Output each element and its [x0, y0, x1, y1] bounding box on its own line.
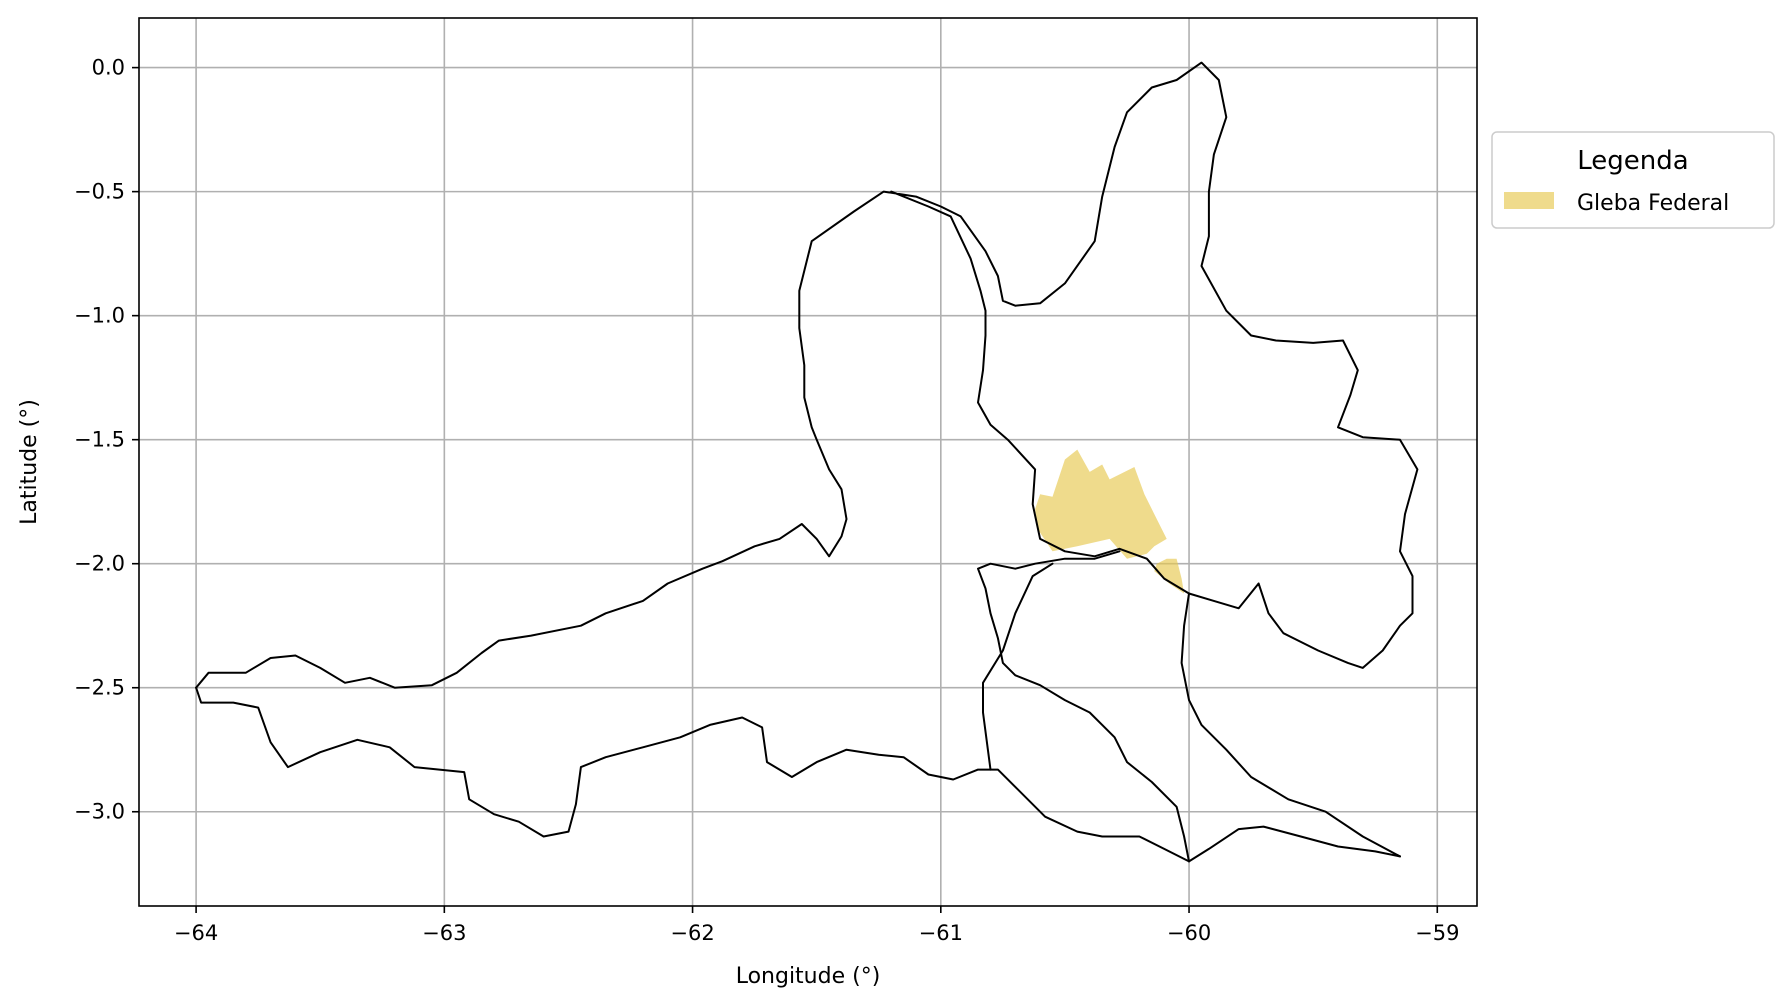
legend-box: [1491, 131, 1775, 229]
y-tick-label: −2.5: [74, 676, 125, 700]
grid-lines: [139, 18, 1477, 906]
legend-swatch-gleba-federal: [1504, 192, 1554, 209]
map-layers: [195, 61, 1419, 863]
municipal-boundary: [195, 686, 1401, 863]
x-axis-label: Longitude (°): [736, 964, 881, 989]
legend: Legenda Gleba Federal: [1491, 131, 1775, 229]
municipal-boundary: [977, 550, 1190, 863]
y-axis-label: Latitude (°): [17, 399, 42, 525]
y-tick-label: −2.0: [74, 552, 125, 576]
legend-title: Legenda: [1577, 146, 1688, 176]
x-tick-label: −61: [919, 921, 963, 945]
x-tick-label: −64: [174, 921, 218, 945]
municipal-boundary: [982, 562, 1054, 771]
municipal-boundary: [1180, 592, 1401, 858]
y-tick-label: −0.5: [74, 180, 125, 204]
y-tick-label: −1.0: [74, 304, 125, 328]
gleba-federal-area: [1035, 449, 1167, 559]
x-tick-label: −59: [1415, 921, 1459, 945]
x-tick-label: −62: [670, 921, 714, 945]
x-tick-label: −63: [422, 921, 466, 945]
y-tick-label: −1.5: [74, 428, 125, 452]
plot-frame: [138, 17, 1478, 907]
gleba-federal-area: [1154, 558, 1185, 594]
municipal-boundary: [195, 61, 1419, 689]
axis-ticks: −64 −63 −62 −61 −60 −59 0.0 −0.5 −1.0 −1.5 −2.0 −2.…: [74, 56, 1459, 945]
x-tick-label: −60: [1167, 921, 1211, 945]
y-tick-label: 0.0: [92, 56, 125, 80]
legend-entry-gleba-federal: Gleba Federal: [1577, 191, 1729, 216]
y-tick-label: −3.0: [74, 800, 125, 824]
